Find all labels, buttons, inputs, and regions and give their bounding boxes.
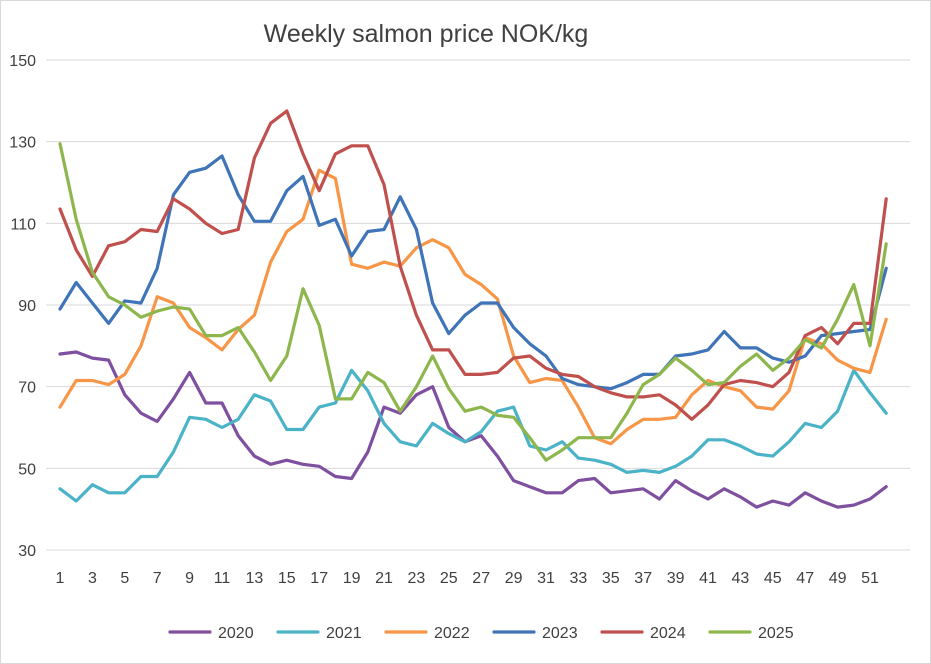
- legend-item-2021: 2021: [276, 625, 362, 642]
- legend-label: 2022: [434, 625, 470, 642]
- series-line-2020: [58, 350, 888, 509]
- legend-item-2022: 2022: [384, 625, 470, 642]
- series-lines: [58, 109, 888, 509]
- x-tick-label: 5: [120, 570, 129, 587]
- legend-label: 2020: [218, 625, 254, 642]
- x-tick-label: 13: [246, 570, 264, 587]
- x-tick-label: 15: [278, 570, 296, 587]
- x-tick-label: 21: [375, 570, 393, 587]
- y-tick-label: 30: [18, 543, 36, 560]
- y-axis-tick-labels: 30 50 70 90 110 130 150: [9, 53, 36, 560]
- x-tick-label: 33: [570, 570, 588, 587]
- grid-lines: [46, 59, 910, 551]
- legend-item-2020: 2020: [168, 625, 254, 642]
- y-tick-label: 130: [9, 135, 36, 152]
- x-tick-label: 31: [537, 570, 555, 587]
- x-tick-label: 43: [732, 570, 750, 587]
- series-line-2023: [58, 154, 888, 391]
- x-tick-label: 29: [505, 570, 523, 587]
- x-tick-label: 47: [796, 570, 814, 587]
- series-line-2025: [58, 142, 888, 462]
- y-tick-label: 90: [18, 298, 36, 315]
- x-tick-label: 51: [861, 570, 879, 587]
- x-tick-label: 7: [153, 570, 162, 587]
- y-tick-label: 150: [9, 53, 36, 70]
- x-tick-label: 23: [408, 570, 426, 587]
- x-tick-label: 1: [56, 570, 65, 587]
- x-tick-label: 27: [472, 570, 490, 587]
- legend-label: 2021: [326, 625, 362, 642]
- x-tick-label: 37: [634, 570, 652, 587]
- x-tick-label: 49: [829, 570, 847, 587]
- legend-item-2025: 2025: [708, 625, 794, 642]
- series-line-2021: [58, 368, 888, 503]
- y-tick-label: 70: [18, 380, 36, 397]
- series-line-2024: [58, 109, 888, 421]
- x-tick-label: 25: [440, 570, 458, 587]
- x-tick-label: 11: [214, 570, 231, 587]
- x-axis-tick-labels: 1 3 5 7 9 11 13 15 17 19 21 23 25 27 29 31 33 35 37 39 41 43 4…: [56, 570, 879, 587]
- x-tick-label: 45: [764, 570, 782, 587]
- chart-title: Weekly salmon price NOK/kg: [263, 20, 589, 48]
- x-tick-label: 9: [185, 570, 194, 587]
- legend-label: 2023: [542, 625, 578, 642]
- x-tick-label: 3: [88, 570, 97, 587]
- x-tick-label: 35: [602, 570, 620, 587]
- series-line-2022: [58, 168, 888, 446]
- legend-item-2024: 2024: [600, 625, 686, 642]
- x-tick-label: 39: [667, 570, 685, 587]
- legend-item-2023: 2023: [492, 625, 578, 642]
- legend: 2020 2021 2022 2023 2024 2025: [168, 625, 794, 642]
- x-tick-label: 17: [310, 570, 328, 587]
- y-tick-label: 50: [18, 461, 36, 478]
- legend-label: 2025: [758, 625, 794, 642]
- x-tick-label: 19: [343, 570, 361, 587]
- y-tick-label: 110: [10, 216, 36, 233]
- legend-label: 2024: [650, 625, 686, 642]
- x-tick-label: 41: [699, 570, 717, 587]
